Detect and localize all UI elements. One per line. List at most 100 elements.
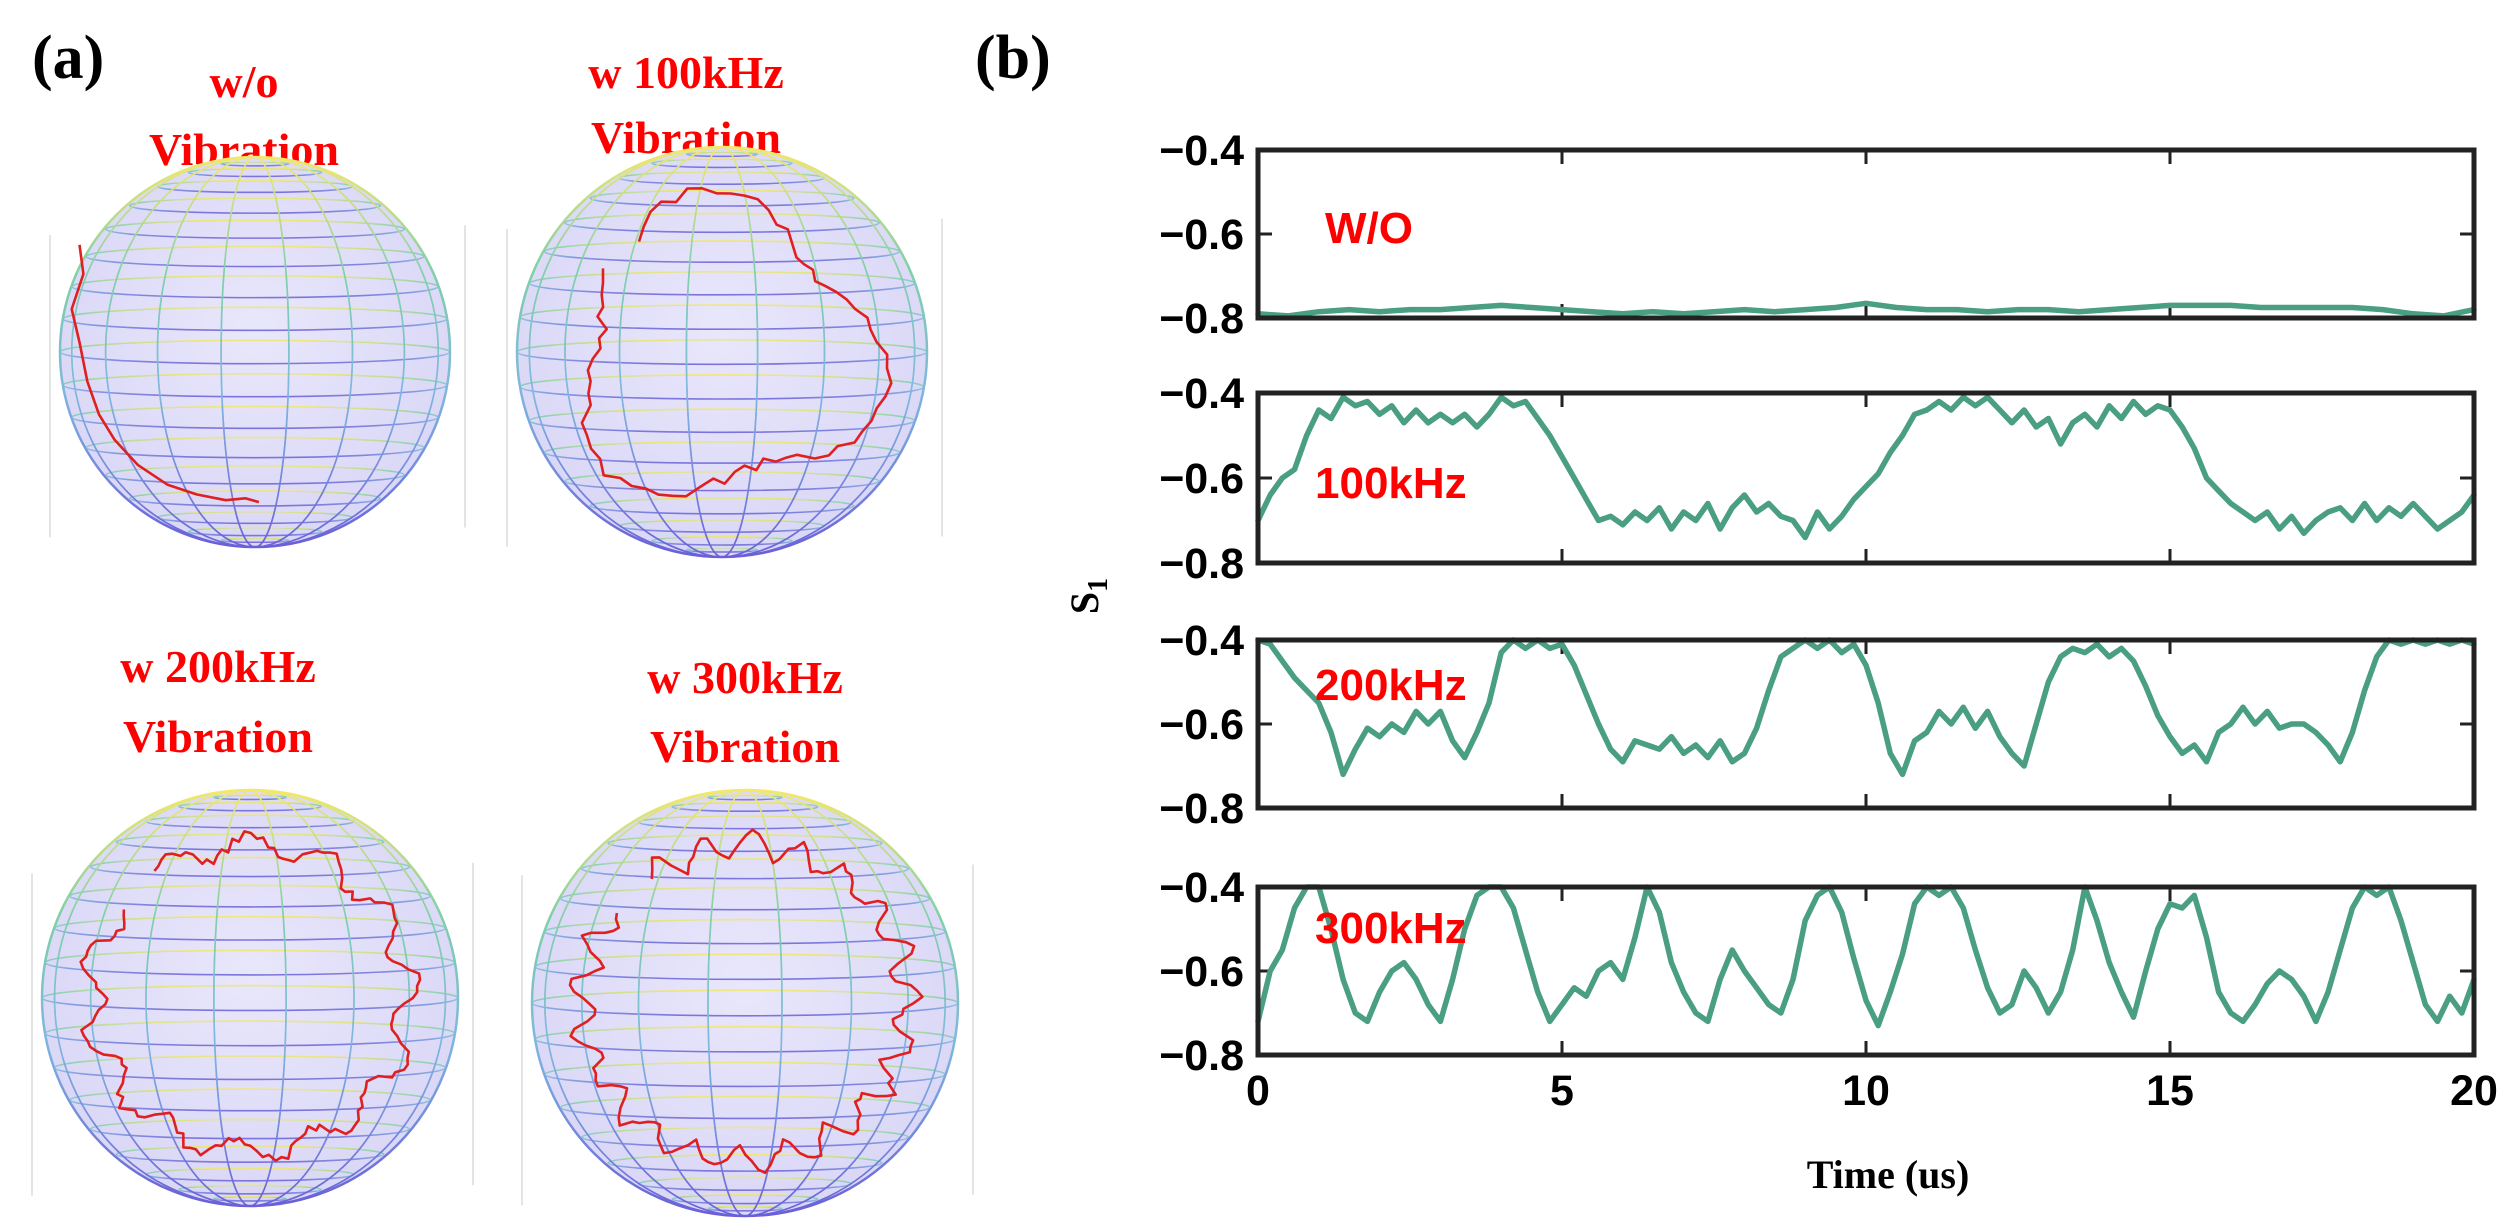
- latitude-line: [589, 189, 855, 207]
- latitude-line: [104, 219, 406, 239]
- latitude-line: [671, 801, 819, 813]
- longitude-line: [544, 789, 946, 1217]
- sphere-panel-wo: w/o Vibration: [49, 56, 466, 549]
- latitude-line: [707, 1205, 783, 1212]
- series-name-label: 100kHz: [1315, 459, 1467, 508]
- latitude-line: [213, 794, 287, 801]
- latitude-line: [128, 490, 382, 507]
- chart-panel-300khz: −0.8 −0.6 −0.4 300kHz: [1159, 864, 2477, 1080]
- y-tick-label: −0.4: [1159, 127, 1244, 175]
- sphere-panel-200k: w 200kHz Vibration: [31, 641, 474, 1208]
- latitude-line: [187, 167, 323, 178]
- latitude-line: [178, 1184, 322, 1195]
- bloch-sphere-300k: [521, 788, 974, 1218]
- axes-box-line: [49, 225, 466, 538]
- chart-panel-200khz: −0.8 −0.6 −0.4 200kHz: [1159, 617, 2477, 833]
- state-trajectory: [568, 828, 924, 1175]
- y-tick-label: −0.6: [1159, 701, 1244, 749]
- latitude-line: [564, 470, 880, 492]
- series-line-300khz: [1255, 884, 2477, 1029]
- axes-box-line: [521, 864, 974, 1206]
- sphere-title-200k-line1: w 200kHz: [120, 641, 316, 692]
- svg-text:S1: S1: [1062, 578, 1114, 614]
- latitude-line: [581, 858, 909, 880]
- latitude-line: [89, 1118, 411, 1140]
- axes-frame: [1255, 884, 2477, 1058]
- latitude-line: [559, 886, 931, 911]
- panel-b: (b) −0.8 −0.6 −0.4 W/O −0.8 −0.6 −0.4 100kHz −0.…: [975, 24, 2498, 1197]
- sphere-title-wo-line1: w/o: [210, 56, 279, 107]
- bloch-sphere-100k: [506, 145, 943, 559]
- series-line-wo: [1255, 300, 2477, 319]
- bloch-sphere-wo: [49, 155, 466, 549]
- latitude-line: [69, 884, 431, 908]
- y-tick-label: −0.4: [1159, 617, 1244, 665]
- latitude-line: [685, 151, 759, 158]
- series-line-200khz: [1255, 637, 2477, 778]
- latitude-line: [564, 212, 880, 234]
- latitude-line: [213, 1195, 287, 1202]
- series-name-label: 300kHz: [1315, 904, 1467, 953]
- axes-box-line: [506, 218, 943, 547]
- latitude-line: [543, 440, 901, 464]
- axes-box-line: [31, 862, 474, 1196]
- y-axis-label-sub: 1: [1083, 578, 1114, 592]
- panel-b-label: (b): [975, 24, 1051, 92]
- chart-panel-wo: −0.8 −0.6 −0.4 W/O: [1159, 127, 2477, 343]
- sphere-panel-300k: w 300kHz Vibration: [521, 652, 974, 1218]
- series-name-label: W/O: [1325, 204, 1413, 253]
- latitude-line: [85, 436, 425, 459]
- sphere-title-300k-line2: Vibration: [650, 721, 840, 772]
- latitude-line: [685, 546, 759, 553]
- sphere-surface: [58, 155, 452, 549]
- panel-a: (a) w/o Vibration w 100kHz Vibration w 2…: [31, 24, 974, 1218]
- longitude-line: [53, 789, 447, 1207]
- latitude-line: [220, 537, 290, 544]
- series-name-label: 200kHz: [1315, 661, 1467, 710]
- axes-frame: [1255, 637, 2477, 811]
- y-axis-label: S1: [1062, 578, 1114, 614]
- bloch-sphere-200k: [31, 788, 474, 1208]
- sphere-surface: [515, 145, 929, 559]
- latitude-line: [128, 197, 382, 214]
- latitude-line: [651, 535, 793, 546]
- x-tick-label: 0: [1246, 1067, 1270, 1115]
- x-tick-label: 15: [2146, 1067, 2194, 1115]
- x-axis-label: Time (us): [1807, 1152, 1970, 1197]
- latitude-line: [220, 160, 290, 167]
- latitude-line: [178, 801, 322, 812]
- state-trajectory: [70, 244, 260, 504]
- y-tick-label: −0.8: [1159, 295, 1244, 343]
- y-tick-label: −0.8: [1159, 785, 1244, 833]
- sphere-surface: [40, 788, 460, 1208]
- chart-panel-100khz: −0.8 −0.6 −0.4 100kHz: [1159, 370, 2477, 588]
- latitude-line: [104, 465, 406, 485]
- y-tick-label: −0.8: [1159, 1032, 1244, 1080]
- latitude-line: [589, 497, 855, 515]
- y-tick-label: −0.6: [1159, 948, 1244, 996]
- state-trajectory: [79, 830, 422, 1162]
- latitude-line: [543, 240, 901, 264]
- x-tick-label: 20: [2450, 1067, 2498, 1115]
- panel-a-label: (a): [32, 24, 104, 92]
- longitude-line: [528, 146, 916, 558]
- y-tick-label: −0.4: [1159, 370, 1244, 418]
- latitude-line: [85, 245, 425, 268]
- state-trajectory: [580, 187, 893, 498]
- x-tick-label: 10: [1842, 1067, 1890, 1115]
- y-tick-label: −0.6: [1159, 455, 1244, 503]
- y-tick-label: −0.6: [1159, 211, 1244, 259]
- longitude-line: [70, 156, 440, 548]
- sphere-title-300k-line1: w 300kHz: [647, 652, 843, 703]
- sphere-title-100k-line1: w 100kHz: [588, 47, 784, 98]
- latitude-line: [89, 856, 411, 878]
- latitude-line: [581, 1126, 909, 1148]
- y-tick-label: −0.4: [1159, 864, 1244, 912]
- s1-time-series-charts: −0.8−0.6−0.4W/O−0.8−0.6−0.4100kHz−0.8−0.…: [1159, 127, 2498, 1115]
- latitude-line: [707, 794, 783, 801]
- sphere-title-200k-line2: Vibration: [123, 711, 313, 762]
- axes-frame: [1255, 390, 2477, 566]
- latitude-line: [671, 1193, 819, 1205]
- sphere-panel-100k: w 100kHz Vibration: [506, 47, 943, 559]
- y-axis-label-main: S: [1062, 592, 1107, 614]
